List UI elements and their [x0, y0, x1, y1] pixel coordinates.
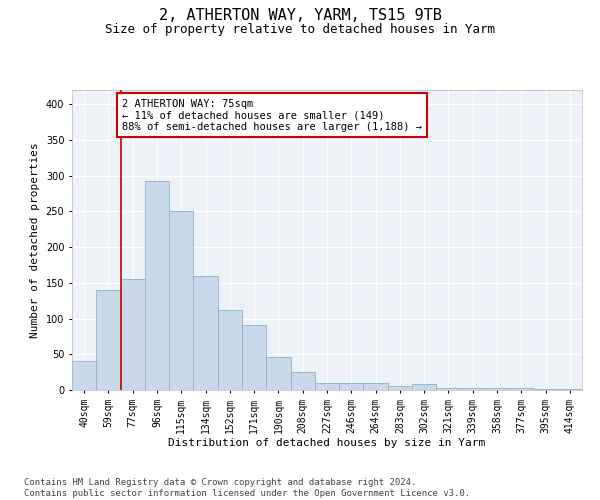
Bar — [218, 310, 242, 390]
Bar — [533, 388, 558, 390]
Text: 2, ATHERTON WAY, YARM, TS15 9TB: 2, ATHERTON WAY, YARM, TS15 9TB — [158, 8, 442, 22]
Bar — [558, 388, 582, 390]
Bar — [96, 290, 121, 390]
Y-axis label: Number of detached properties: Number of detached properties — [30, 142, 40, 338]
X-axis label: Distribution of detached houses by size in Yarm: Distribution of detached houses by size … — [169, 438, 485, 448]
Bar — [169, 210, 193, 390]
Bar — [388, 386, 412, 390]
Bar — [364, 383, 388, 390]
Text: 2 ATHERTON WAY: 75sqm
← 11% of detached houses are smaller (149)
88% of semi-det: 2 ATHERTON WAY: 75sqm ← 11% of detached … — [122, 98, 422, 132]
Bar — [315, 383, 339, 390]
Bar — [339, 383, 364, 390]
Bar — [412, 384, 436, 390]
Bar — [72, 362, 96, 390]
Bar — [485, 388, 509, 390]
Bar — [509, 388, 533, 390]
Bar — [461, 388, 485, 390]
Text: Contains HM Land Registry data © Crown copyright and database right 2024.
Contai: Contains HM Land Registry data © Crown c… — [24, 478, 470, 498]
Bar — [193, 276, 218, 390]
Bar — [242, 325, 266, 390]
Bar — [266, 357, 290, 390]
Bar — [121, 280, 145, 390]
Text: Size of property relative to detached houses in Yarm: Size of property relative to detached ho… — [105, 22, 495, 36]
Bar — [145, 180, 169, 390]
Bar — [290, 372, 315, 390]
Bar — [436, 388, 461, 390]
